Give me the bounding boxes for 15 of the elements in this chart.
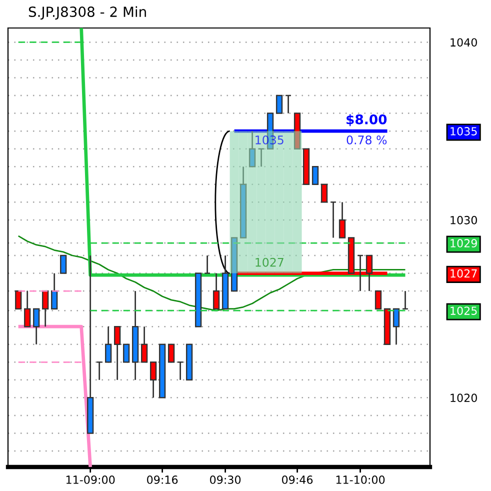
y-tick-label: 1020 xyxy=(450,394,477,402)
y-tick-label: 1027 xyxy=(450,269,477,278)
x-tick-label: 11-10:00 xyxy=(336,476,385,484)
annotation: 0.78 % xyxy=(346,135,387,144)
x-tick-label: 11-09:00 xyxy=(66,476,115,484)
y-tick-label: 1029 xyxy=(450,239,477,248)
annotation: $8.00 xyxy=(346,114,387,126)
y-tick-label: 1040 xyxy=(450,38,477,47)
chart-title: S.JP.J8308 - 2 Min xyxy=(28,6,146,20)
x-tick-label: 09:16 xyxy=(147,476,178,484)
y-tick-label: 1025 xyxy=(450,306,477,315)
x-tick-label: 09:46 xyxy=(282,476,313,484)
x-tick-label: 09:30 xyxy=(210,476,241,484)
y-tick-label: 1030 xyxy=(450,216,477,224)
y-tick-label: 1035 xyxy=(450,127,477,136)
